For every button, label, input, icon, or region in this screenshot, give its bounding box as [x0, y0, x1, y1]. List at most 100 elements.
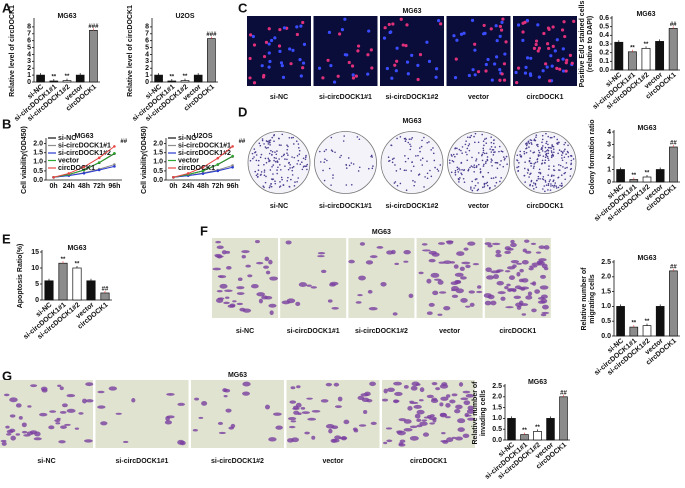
cell	[290, 420, 297, 423]
colony	[504, 157, 506, 160]
y-axis-label: Relative level of circDOCK1	[127, 5, 134, 97]
cell	[248, 76, 252, 80]
cell	[85, 399, 94, 403]
colony	[297, 143, 300, 145]
y-axis-label: migrating cells	[589, 274, 596, 324]
cell	[295, 32, 299, 37]
y-tick-label: 0	[607, 179, 611, 186]
colony	[535, 134, 538, 136]
colony	[553, 169, 556, 172]
significance: **	[522, 428, 527, 434]
colony	[276, 172, 279, 175]
colony	[330, 136, 333, 139]
dish	[247, 131, 311, 194]
cell	[3, 393, 10, 397]
bar	[669, 270, 678, 337]
colony	[404, 160, 407, 163]
colony	[519, 154, 521, 156]
colony	[290, 178, 292, 181]
y-tick-label: 2.0	[33, 140, 43, 147]
cell	[304, 431, 310, 435]
cell	[272, 412, 282, 416]
colony	[451, 159, 454, 162]
y-axis-label: invading cells	[480, 390, 487, 436]
cell	[236, 292, 245, 295]
significance: **	[61, 257, 66, 263]
chart-title: U2OS	[175, 13, 194, 20]
colony	[477, 141, 480, 144]
image-label: si-circDOCK1#1	[116, 458, 169, 465]
panel-letter: B	[2, 116, 11, 131]
colony	[432, 152, 435, 155]
bar	[507, 418, 516, 441]
colony	[527, 140, 530, 143]
cell	[476, 70, 481, 74]
colony	[519, 155, 522, 158]
cell	[518, 300, 524, 306]
y-tick-label: 0	[145, 79, 149, 86]
y-tick-label: 1.5	[492, 404, 502, 411]
point	[113, 145, 116, 148]
bar	[616, 169, 625, 183]
cell	[503, 52, 507, 56]
colony	[547, 157, 549, 160]
cell	[363, 410, 368, 415]
colony	[279, 181, 281, 183]
colony	[538, 151, 541, 154]
cell	[524, 239, 530, 243]
cell	[453, 264, 459, 269]
point	[216, 169, 220, 173]
colony	[494, 151, 496, 153]
cell	[504, 250, 512, 254]
colony	[555, 185, 558, 187]
colony	[536, 161, 539, 163]
cell	[534, 42, 538, 47]
colony	[251, 157, 254, 160]
colony	[561, 159, 564, 162]
cell	[416, 77, 420, 82]
cell	[504, 40, 508, 44]
bar	[58, 262, 68, 301]
significance: **	[645, 171, 650, 177]
colony	[491, 159, 493, 162]
colony	[485, 182, 487, 185]
cell	[264, 40, 269, 44]
cell	[534, 39, 539, 43]
micrograph	[446, 16, 511, 86]
colony	[263, 143, 265, 145]
colony	[301, 168, 304, 171]
colony	[552, 179, 555, 181]
cell	[242, 391, 250, 396]
colony	[271, 154, 273, 156]
cell	[473, 42, 477, 46]
y-tick-label: 4	[145, 51, 149, 58]
bar	[629, 179, 639, 183]
colony	[265, 175, 267, 178]
colony	[530, 143, 533, 145]
image-bg	[380, 16, 444, 86]
cell	[508, 275, 516, 280]
colony	[542, 145, 544, 147]
colony	[454, 147, 457, 149]
cell	[311, 435, 316, 440]
colony	[464, 143, 467, 146]
colony	[417, 154, 419, 157]
colony	[517, 170, 519, 172]
cell	[485, 267, 492, 273]
significance: ###	[88, 24, 99, 30]
colony	[358, 166, 361, 169]
cell	[201, 401, 208, 406]
cell	[426, 311, 433, 315]
cell	[287, 438, 294, 443]
image-label: circDOCK1	[410, 458, 447, 465]
colony	[558, 164, 560, 166]
colony	[483, 152, 486, 155]
colony	[306, 168, 308, 171]
cell	[405, 23, 409, 27]
cell	[504, 270, 511, 273]
colony	[319, 150, 321, 153]
colony	[269, 144, 271, 146]
legend-label: si-NC	[58, 135, 76, 142]
colony	[281, 133, 284, 136]
image-label: si-circDOCK1#2	[386, 203, 439, 210]
